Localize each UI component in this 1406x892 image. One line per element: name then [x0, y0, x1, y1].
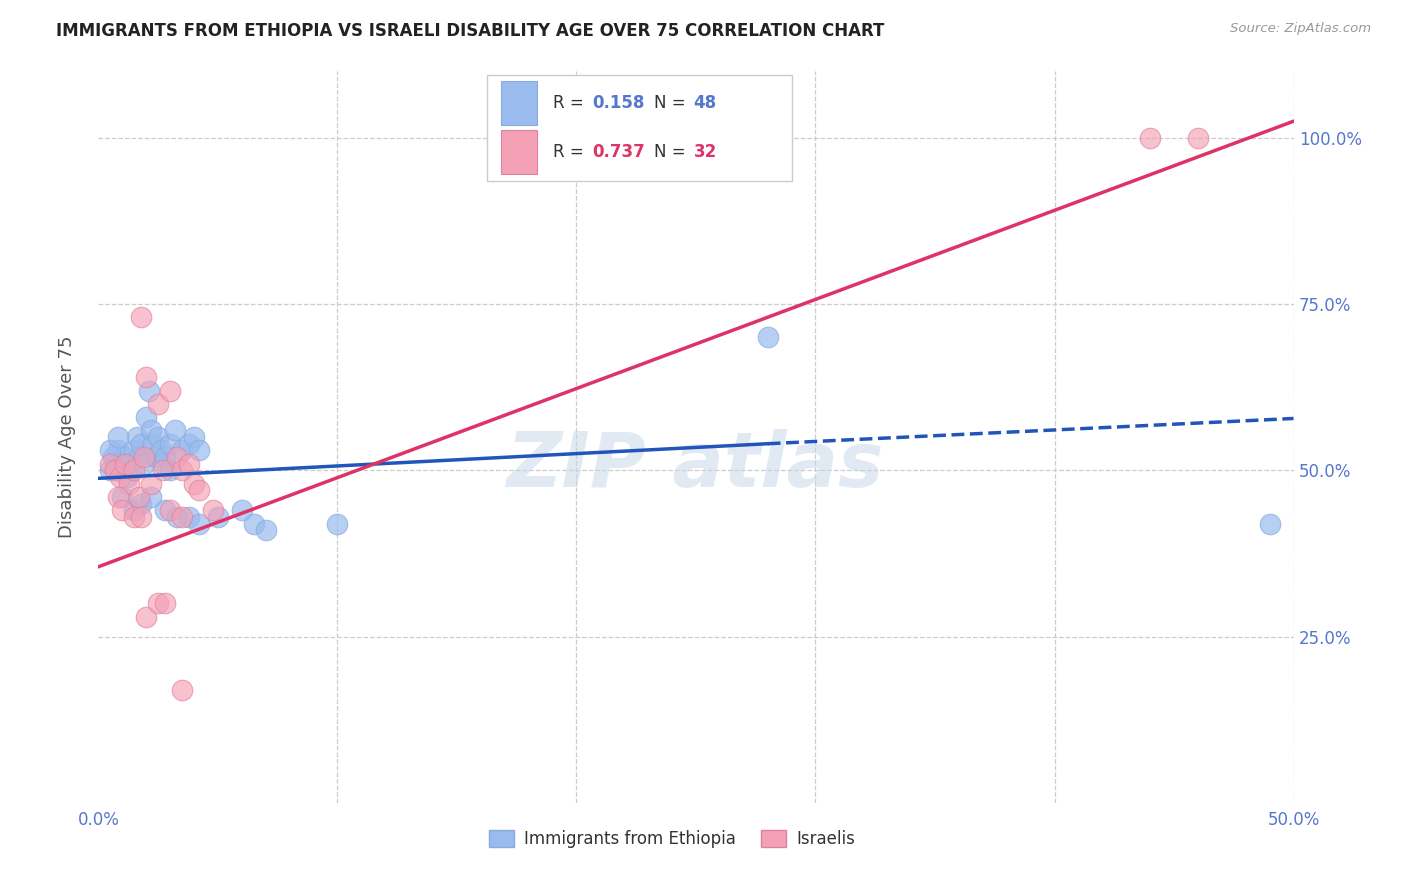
Point: [202, 503, 225, 517]
Point: [183, 430, 205, 444]
Point: [107, 443, 129, 458]
Point: [145, 450, 167, 464]
Text: 32: 32: [693, 143, 717, 161]
Point: [135, 609, 157, 624]
Point: [124, 509, 146, 524]
Point: [172, 682, 194, 697]
Point: [111, 490, 134, 504]
Point: [111, 503, 134, 517]
Point: [139, 476, 162, 491]
Point: [135, 410, 157, 425]
Point: [108, 470, 131, 484]
Point: [166, 450, 188, 464]
Point: [124, 463, 146, 477]
Text: 48: 48: [693, 94, 717, 112]
Point: [187, 483, 209, 498]
Point: [132, 450, 155, 464]
Point: [163, 424, 186, 438]
Y-axis label: Disability Age Over 75: Disability Age Over 75: [58, 335, 76, 539]
Point: [159, 463, 181, 477]
Point: [243, 516, 266, 531]
Point: [111, 463, 134, 477]
Point: [179, 509, 201, 524]
Point: [179, 457, 201, 471]
Point: [326, 516, 349, 531]
Point: [104, 463, 127, 477]
Point: [155, 596, 177, 610]
Text: 0.737: 0.737: [592, 143, 645, 161]
Point: [152, 457, 174, 471]
Point: [131, 436, 153, 450]
Point: [107, 430, 129, 444]
Point: [172, 463, 194, 477]
Point: [172, 443, 194, 458]
Point: [131, 310, 153, 325]
Text: N =: N =: [654, 94, 690, 112]
Point: [124, 443, 146, 458]
FancyBboxPatch shape: [501, 81, 537, 125]
Point: [149, 443, 172, 458]
Point: [135, 370, 157, 384]
Point: [159, 503, 181, 517]
Point: [131, 509, 153, 524]
Point: [139, 424, 162, 438]
Point: [148, 397, 170, 411]
Point: [132, 457, 155, 471]
Point: [118, 476, 141, 491]
Text: 0.158: 0.158: [592, 94, 644, 112]
Point: [756, 330, 779, 344]
Point: [98, 443, 122, 458]
Point: [159, 384, 181, 398]
Point: [187, 516, 209, 531]
Point: [155, 450, 177, 464]
Point: [101, 450, 124, 464]
Point: [179, 436, 201, 450]
Text: ZIP atlas: ZIP atlas: [508, 429, 884, 503]
Text: N =: N =: [654, 143, 690, 161]
Point: [98, 463, 122, 477]
Point: [1139, 131, 1161, 145]
Point: [1258, 516, 1281, 531]
Point: [128, 490, 150, 504]
Point: [187, 443, 209, 458]
Point: [128, 450, 150, 464]
FancyBboxPatch shape: [486, 75, 792, 181]
Point: [115, 470, 138, 484]
Point: [207, 509, 229, 524]
Point: [148, 430, 170, 444]
Text: IMMIGRANTS FROM ETHIOPIA VS ISRAELI DISABILITY AGE OVER 75 CORRELATION CHART: IMMIGRANTS FROM ETHIOPIA VS ISRAELI DISA…: [56, 22, 884, 40]
Point: [231, 503, 253, 517]
Point: [254, 523, 277, 537]
Text: R =: R =: [553, 143, 589, 161]
Point: [138, 384, 160, 398]
Point: [114, 457, 136, 471]
Text: R =: R =: [553, 94, 589, 112]
Point: [142, 436, 165, 450]
Point: [104, 463, 127, 477]
Point: [166, 509, 188, 524]
Point: [108, 457, 131, 471]
Point: [131, 497, 153, 511]
Text: Source: ZipAtlas.com: Source: ZipAtlas.com: [1230, 22, 1371, 36]
Point: [152, 463, 174, 477]
Point: [114, 450, 136, 464]
FancyBboxPatch shape: [501, 130, 537, 174]
Point: [159, 436, 181, 450]
Point: [98, 457, 122, 471]
Point: [139, 490, 162, 504]
Point: [172, 509, 194, 524]
Point: [121, 463, 143, 477]
Point: [1187, 131, 1209, 145]
Point: [183, 476, 205, 491]
Point: [107, 490, 129, 504]
Point: [125, 430, 148, 444]
Point: [148, 596, 170, 610]
Point: [155, 503, 177, 517]
Point: [124, 503, 146, 517]
Point: [118, 457, 141, 471]
Legend: Immigrants from Ethiopia, Israelis: Immigrants from Ethiopia, Israelis: [481, 822, 863, 856]
